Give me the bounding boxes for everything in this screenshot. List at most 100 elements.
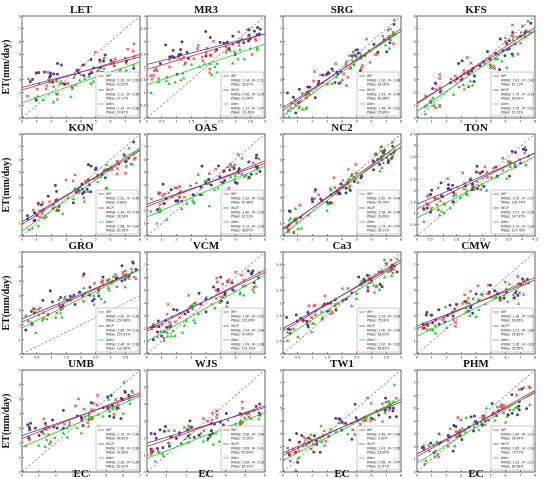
point-wp <box>524 163 528 167</box>
x-tick-label: 4.5 <box>532 237 538 242</box>
x-axis-label: EC <box>73 468 88 479</box>
panel-mr3: 0 0.5 1 1.5 2 2.5 3 3.5 400.511.522.533.54WPRMSE… <box>140 4 267 124</box>
point-allen <box>506 299 510 303</box>
point-wp <box>391 271 395 275</box>
x-tick-label: 1 <box>36 237 39 242</box>
fit-line-allen <box>416 156 536 219</box>
point-allen <box>495 56 499 60</box>
point-wp <box>319 73 323 77</box>
point-wp <box>31 208 35 212</box>
point-allen <box>305 105 309 109</box>
legend-name: WCP <box>367 206 376 210</box>
point-wcp <box>437 308 441 312</box>
point-wcp <box>89 58 93 62</box>
point-wp <box>26 77 30 81</box>
point-wcp <box>29 421 32 425</box>
y-tick-label: 6 <box>19 264 22 269</box>
point-wcp <box>388 415 392 419</box>
point-wcp <box>300 434 304 437</box>
point-allen <box>462 186 466 190</box>
y-tick-label: 0 <box>19 233 22 238</box>
legend-stat: PBias: 29.69% <box>367 215 389 219</box>
point-allen <box>233 162 237 166</box>
x-tick-label: 1.5 <box>188 119 194 124</box>
y-tick-label: 4 <box>144 182 147 187</box>
point-allen <box>190 198 195 202</box>
point-wcp <box>460 59 464 63</box>
x-axis-label: EC <box>198 468 213 479</box>
point-allen <box>104 162 109 166</box>
point-wp <box>240 156 244 160</box>
point-wp <box>465 193 469 197</box>
legend-name: WCP <box>106 324 115 328</box>
y-tick-label: 0.5 <box>276 339 282 344</box>
point-wp <box>133 156 137 160</box>
legend-name: Allen <box>501 456 509 460</box>
point-wp <box>166 302 170 306</box>
x-tick-label: 4 <box>80 119 83 124</box>
y-axis-label: ET(mm/day) <box>1 158 12 213</box>
legend-name: WCP <box>501 324 510 328</box>
point-wp <box>48 200 52 204</box>
point-wcp <box>124 160 128 164</box>
x-tick-label: 7 <box>519 355 522 360</box>
point-wp <box>355 171 359 175</box>
point-wcp <box>171 48 175 52</box>
point-wcp <box>482 184 486 188</box>
point-wp <box>200 55 204 59</box>
x-tick-label: 6 <box>504 473 507 478</box>
point-wcp <box>29 309 33 313</box>
point-wcp <box>46 194 50 198</box>
legend-stat: PBias: 75.06% <box>367 319 389 323</box>
point-allen <box>128 401 132 405</box>
point-allen <box>78 78 82 82</box>
point-wp <box>87 418 91 422</box>
point-wcp <box>431 87 435 90</box>
x-tick-label: 4 <box>205 355 208 360</box>
panel-title: PHM <box>463 358 489 370</box>
point-wp <box>208 53 212 57</box>
legend-name: WP <box>367 192 373 196</box>
point-wp <box>492 64 496 68</box>
point-wp <box>356 181 360 185</box>
legend-name: WCP <box>367 442 376 446</box>
legend-name: WP <box>367 74 373 78</box>
point-wp <box>240 406 244 410</box>
point-allen <box>470 83 475 87</box>
y-tick-label: 2 <box>414 90 417 95</box>
point-allen <box>382 275 387 279</box>
y-tick-label: 1 <box>414 457 417 462</box>
y-tick-label: 3 <box>414 431 417 436</box>
point-wp <box>465 299 469 303</box>
x-tick-label: 5 <box>356 119 359 124</box>
x-tick-label: 2 <box>185 473 188 478</box>
point-wp <box>219 295 223 299</box>
point-wp <box>246 28 250 32</box>
point-wp <box>389 258 393 262</box>
point-wcp <box>123 390 127 393</box>
point-wp <box>521 24 525 28</box>
y-tick-label: 0 <box>414 469 417 474</box>
point-wcp <box>355 48 359 52</box>
point-wp <box>26 319 30 323</box>
point-allen <box>65 435 70 439</box>
point-wcp <box>498 37 502 41</box>
point-wp <box>434 106 438 110</box>
y-tick-label: 3 <box>414 313 417 318</box>
point-wcp <box>253 29 256 33</box>
point-wp <box>187 293 191 297</box>
point-wp <box>28 428 32 432</box>
point-wp <box>339 80 343 84</box>
point-allen <box>392 17 396 21</box>
x-tick-label: 0 <box>146 119 149 124</box>
y-axis-labels: ET(mm/day) ET(mm/day) ET(mm/day) ET(mm/day) <box>1 40 12 449</box>
point-wp <box>73 173 77 177</box>
point-wp <box>121 270 125 274</box>
point-allen <box>52 84 56 88</box>
legend-stat: RMSE: 1.62 , R² :0.02 <box>367 342 400 346</box>
panel-title: SRG <box>331 4 354 16</box>
